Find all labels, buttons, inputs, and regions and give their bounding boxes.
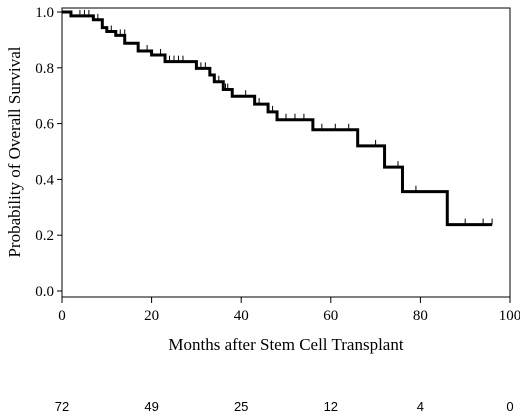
x-tick-label: 20 — [144, 308, 159, 324]
x-tick-label: 80 — [413, 308, 428, 324]
x-axis: 0 20 40 60 80 100 — [58, 297, 520, 324]
at-risk-count: 4 — [417, 399, 424, 414]
x-tick-label: 40 — [234, 308, 249, 324]
survival-curve — [62, 10, 493, 227]
at-risk-count: 12 — [324, 399, 338, 414]
x-axis-label: Months after Stem Cell Transplant — [168, 335, 403, 354]
at-risk-count: 25 — [234, 399, 248, 414]
at-risk-count: 72 — [55, 399, 69, 414]
y-tick-label: 0.0 — [35, 284, 54, 300]
x-tick-label: 0 — [58, 308, 66, 324]
y-axis: 0.0 0.2 0.4 0.6 0.8 1.0 — [35, 5, 62, 300]
at-risk-count: 0 — [506, 399, 513, 414]
x-tick-label: 100 — [499, 308, 520, 324]
survival-step-line — [62, 10, 493, 227]
x-tick-label: 60 — [323, 308, 338, 324]
y-tick-label: 0.8 — [35, 61, 54, 77]
y-tick-label: 0.2 — [35, 228, 54, 244]
y-tick-label: 1.0 — [35, 5, 54, 21]
at-risk-count: 49 — [144, 399, 158, 414]
y-tick-label: 0.6 — [35, 117, 54, 133]
y-axis-label: Probability of Overall Survival — [5, 46, 24, 257]
number-at-risk-row: 72 49 25 12 4 0 — [55, 399, 514, 414]
plot-frame — [61, 7, 511, 298]
y-tick-label: 0.4 — [35, 172, 54, 188]
censor-marks — [79, 9, 493, 225]
